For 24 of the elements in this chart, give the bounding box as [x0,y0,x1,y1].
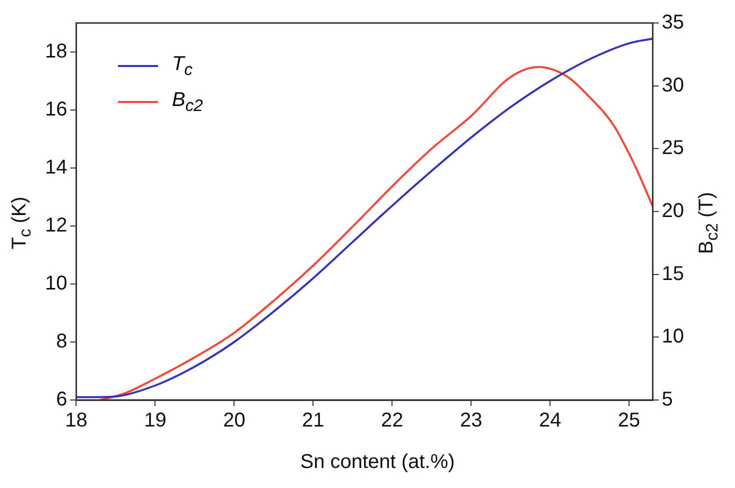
x-tick-label: 24 [538,410,562,432]
y-tick-label: 6 [56,388,68,411]
y2-tick-label: 10 [662,326,684,348]
y-tick-label: 14 [44,156,68,179]
x-tick-label: 20 [223,410,246,432]
x-axis-title: Sn content (at.%) [299,451,456,474]
y2-tick-label: 5 [662,388,673,411]
x-tick-label: 22 [381,410,404,432]
x-tick-label: 19 [144,410,166,432]
legend-label: T$_{c}$ [172,52,193,80]
y2-tick-label: 20 [662,200,684,222]
x-tick-label: 21 [302,410,324,432]
y-tick-label: 12 [44,214,68,237]
y-tick-label: 16 [44,98,68,121]
y-tick-label: 18 [44,40,68,63]
y-tick-label: 8 [56,330,68,353]
x-tick-label: 23 [460,410,482,432]
y2-tick-label: 15 [662,262,684,285]
legend-label: B$_{c2}$ [172,88,203,116]
y2-tick-label: 25 [662,137,684,160]
y2-tick-label: 30 [662,74,684,96]
y2-tick-label: 35 [662,12,684,34]
y-tick-label: 10 [44,272,68,295]
x-tick-label: 25 [618,410,640,432]
